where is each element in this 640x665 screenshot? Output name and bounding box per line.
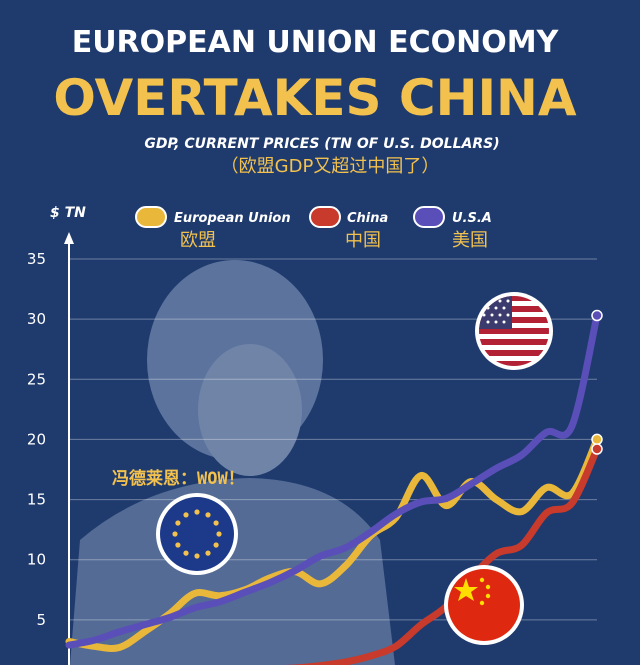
chart-title: EUROPEAN UNION ECONOMY bbox=[72, 25, 560, 60]
eu-star bbox=[216, 531, 222, 537]
y-tick-label: 10 bbox=[27, 551, 46, 569]
legend-item-eu: European Union 欧盟 bbox=[135, 206, 291, 251]
portrait-image bbox=[70, 260, 395, 665]
china-flag-badge bbox=[444, 565, 524, 645]
y-axis-label: $ TN bbox=[50, 205, 86, 221]
legend-swatch-usa bbox=[413, 206, 445, 228]
eu-star bbox=[213, 520, 219, 526]
chart-subtitle-cn: （欧盟GDP又超过中国了） bbox=[221, 156, 440, 177]
legend-swatch-eu bbox=[135, 206, 167, 228]
legend-label-usa-cn: 美国 bbox=[452, 230, 488, 251]
legend-label-eu: European Union bbox=[174, 211, 291, 226]
chart-headline: OVERTAKES CHINA bbox=[53, 69, 576, 127]
eu-star bbox=[213, 542, 219, 548]
legend-item-china: China 中国 bbox=[309, 206, 388, 251]
eu-star bbox=[205, 512, 211, 518]
series-line-usa bbox=[65, 312, 601, 649]
eu-star bbox=[205, 550, 211, 556]
eu-star bbox=[175, 520, 181, 526]
y-tick-label: 35 bbox=[27, 250, 46, 268]
y-tick-label: 25 bbox=[27, 370, 46, 388]
y-tick-label: 15 bbox=[27, 491, 46, 509]
chart-subtitle: GDP, CURRENT PRICES (TN OF U.S. DOLLARS) bbox=[144, 136, 499, 152]
legend-label-eu-cn: 欧盟 bbox=[180, 230, 216, 251]
legend-label-china: China bbox=[347, 211, 388, 226]
y-tick-label: 20 bbox=[27, 430, 46, 448]
y-tick-label: 5 bbox=[36, 611, 46, 629]
y-axis-ticks: 5 10 15 20 25 30 35 bbox=[27, 250, 46, 629]
eu-star bbox=[172, 531, 178, 537]
y-tick-label: 30 bbox=[27, 310, 46, 328]
legend-label-china-cn: 中国 bbox=[345, 230, 381, 251]
eu-star bbox=[183, 512, 189, 518]
eu-star bbox=[175, 542, 181, 548]
series-endpoint-eu bbox=[591, 433, 603, 446]
legend-swatch-china bbox=[309, 206, 341, 228]
usa-flag-badge bbox=[475, 292, 553, 370]
legend-label-usa: U.S.A bbox=[452, 211, 492, 226]
series-endpoint-usa bbox=[591, 309, 603, 322]
eu-flag-badge bbox=[156, 493, 238, 575]
legend-item-usa: U.S.A 美国 bbox=[413, 206, 492, 251]
eu-star bbox=[183, 550, 189, 556]
series-endpoint-china bbox=[591, 443, 603, 455]
y-axis-arrow bbox=[64, 232, 74, 244]
caption-text: 冯德莱恩：WOW！ bbox=[112, 468, 245, 489]
series-lines bbox=[65, 309, 603, 665]
eu-star bbox=[194, 509, 200, 515]
legend: European Union 欧盟 China 中国 U.S.A 美国 bbox=[135, 206, 492, 251]
series-line-china bbox=[283, 445, 601, 665]
eu-star bbox=[194, 553, 200, 559]
